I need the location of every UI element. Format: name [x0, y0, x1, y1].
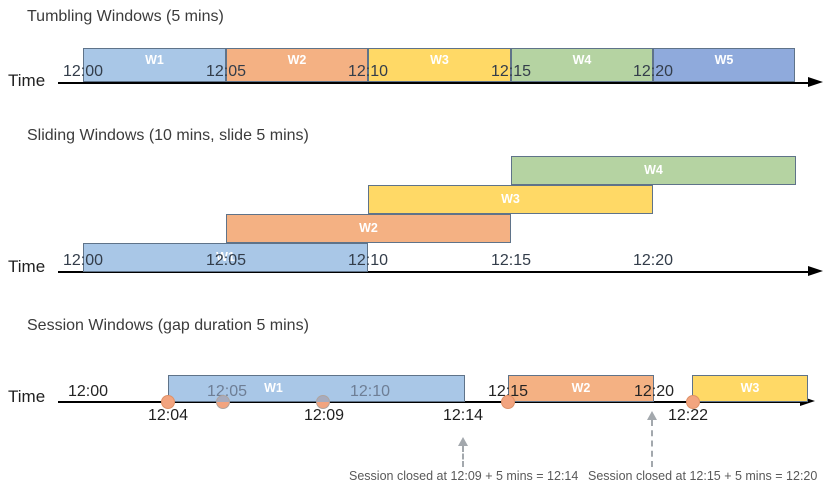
session-title: Session Windows (gap duration 5 mins) [27, 317, 309, 334]
tick-label: 12:00 [62, 252, 104, 269]
tumbling-timeline-arrow-icon [808, 77, 823, 87]
event-dot-icon [501, 395, 515, 409]
tick-label: 12:15 [490, 63, 532, 80]
tumbling-window-bar-w2: W2 [226, 48, 368, 82]
tick-label: 12:00 [62, 63, 104, 80]
tumbling-time-axis-label: Time [8, 71, 46, 90]
session-annotation: Session closed at 12:15 + 5 mins = 12:20 [588, 469, 818, 483]
tick-label: 12:20 [632, 252, 674, 269]
window-label: W1 [145, 53, 164, 67]
event-time-label: 12:22 [667, 407, 709, 424]
sliding-time-axis-label: Time [8, 257, 46, 276]
dashed-arrow-line [651, 420, 653, 467]
tick-label: 12:05 [205, 252, 247, 269]
window-label: W3 [501, 192, 520, 207]
event-dot-icon [161, 395, 175, 409]
window-label: W2 [287, 53, 307, 67]
event-time-label: 12:04 [147, 407, 189, 424]
dashed-up-arrow-icon [647, 411, 657, 420]
dashed-up-arrow-icon [458, 437, 468, 446]
window-label: W3 [740, 381, 760, 396]
window-label: W4 [644, 163, 663, 178]
window-label: W5 [714, 53, 734, 67]
tumbling-window-bar-w1: W1 [83, 48, 226, 82]
tumbling-timeline [58, 82, 812, 84]
sliding-title: Sliding Windows (10 mins, slide 5 mins) [27, 127, 309, 144]
window-label: W2 [571, 381, 591, 396]
sliding-window-bar-w1: W1 [83, 243, 368, 272]
event-dot-icon [316, 395, 330, 409]
sliding-window-bar-w2: W2 [226, 214, 511, 243]
tick-label: 12:20 [632, 63, 674, 80]
session-window-bar-w3: W3 [692, 375, 808, 402]
tick-label: 12:10 [349, 383, 391, 400]
event-time-label: 12:09 [303, 407, 345, 424]
tick-label: 12:05 [206, 383, 248, 400]
tumbling-window-bar-w4: W4 [511, 48, 653, 82]
window-label: W3 [430, 53, 449, 67]
tumbling-title: Tumbling Windows (5 mins) [27, 8, 224, 25]
session-timeline [58, 401, 804, 403]
sliding-timeline-arrow-icon [808, 266, 823, 276]
window-label: W1 [264, 381, 283, 396]
window-label: W4 [572, 53, 592, 67]
session-annotation: Session closed at 12:09 + 5 mins = 12:14 [349, 469, 579, 483]
event-time-label: 12:14 [442, 407, 484, 424]
sliding-window-bar-w4: W4 [511, 156, 796, 185]
tick-label: 12:10 [347, 63, 389, 80]
session-window-bar-w2: W2 [508, 375, 654, 402]
event-dot-icon [686, 395, 700, 409]
tick-label: 12:15 [490, 252, 532, 269]
window-label: W2 [359, 221, 378, 236]
sliding-window-bar-w3: W3 [368, 185, 653, 214]
tumbling-window-bar-w3: W3 [368, 48, 511, 82]
tick-label: 12:00 [67, 383, 109, 400]
tick-label: 12:20 [633, 383, 675, 400]
event-dot-icon [216, 395, 230, 409]
tick-label: 12:10 [347, 252, 389, 269]
tick-label: 12:15 [487, 383, 529, 400]
session-time-axis-label: Time [8, 387, 46, 406]
tick-label: 12:05 [205, 63, 247, 80]
tumbling-window-bar-w5: W5 [653, 48, 795, 82]
dashed-arrow-line [462, 446, 464, 467]
sliding-timeline [58, 271, 812, 273]
window-label: W1 [216, 250, 235, 265]
